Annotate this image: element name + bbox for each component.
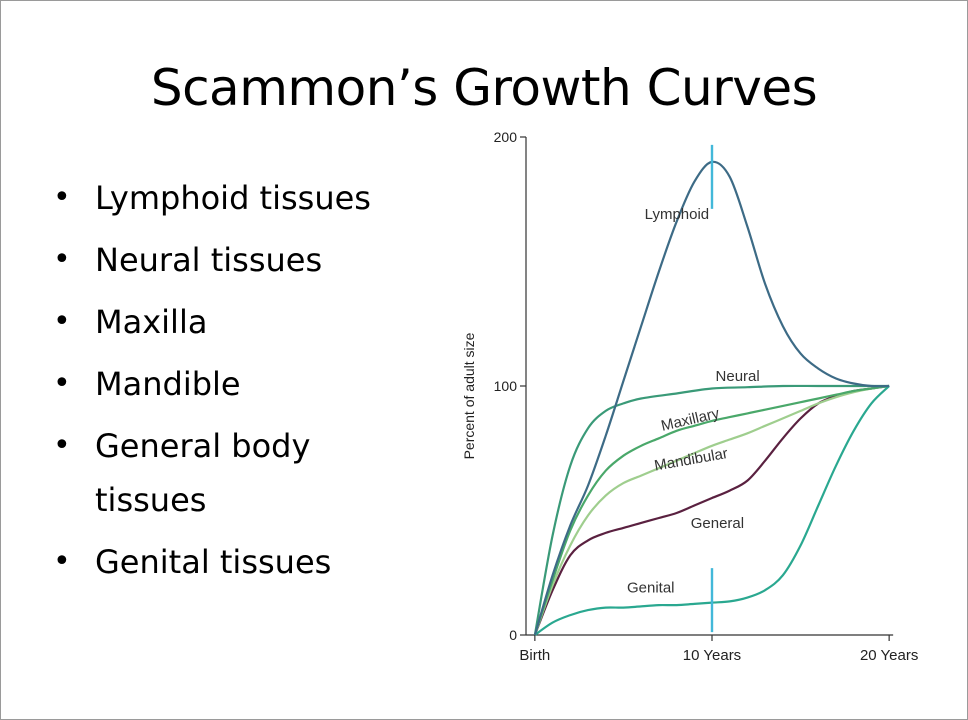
series-line-maxillary xyxy=(533,384,890,636)
slide-title: Scammon’s Growth Curves xyxy=(150,59,818,117)
series-label-genital: Genital xyxy=(627,580,675,597)
series-label-mandibular: Mandibular xyxy=(653,445,729,475)
series-line-general xyxy=(533,384,890,636)
series-label-general: General xyxy=(691,515,744,532)
series-label-lymphoid: Lymphoid xyxy=(645,206,709,223)
bullet-item: Neural tissues xyxy=(53,233,413,287)
series-label-neural: Neural xyxy=(716,368,760,385)
series-line-neural xyxy=(533,384,890,636)
series-line-mandibular xyxy=(533,384,890,636)
y-tick-label: 0 xyxy=(509,627,517,643)
bullet-item: Genital tissues xyxy=(53,535,413,589)
bullet-list: Lymphoid tissues Neural tissues Maxilla … xyxy=(53,171,413,597)
x-tick-label: Birth xyxy=(519,647,550,664)
series-label-maxillary: Maxillary xyxy=(659,405,721,435)
bullet-item: Lymphoid tissues xyxy=(53,171,413,225)
growth-chart: 0 100 200 Birth 10 Years 20 Years Percent of a… xyxy=(461,129,918,664)
series-line-lymphoid xyxy=(533,160,890,636)
bullet-item: Mandible xyxy=(53,357,413,411)
y-tick-label: 100 xyxy=(494,378,518,394)
bullet-item: General body tissues xyxy=(53,419,413,527)
y-tick-label: 200 xyxy=(494,129,518,145)
x-tick-label: 10 Years xyxy=(683,647,741,664)
y-axis-label: Percent of adult size xyxy=(461,332,477,459)
bullet-item: Maxilla xyxy=(53,295,413,349)
x-tick-label: 20 Years xyxy=(860,647,918,664)
